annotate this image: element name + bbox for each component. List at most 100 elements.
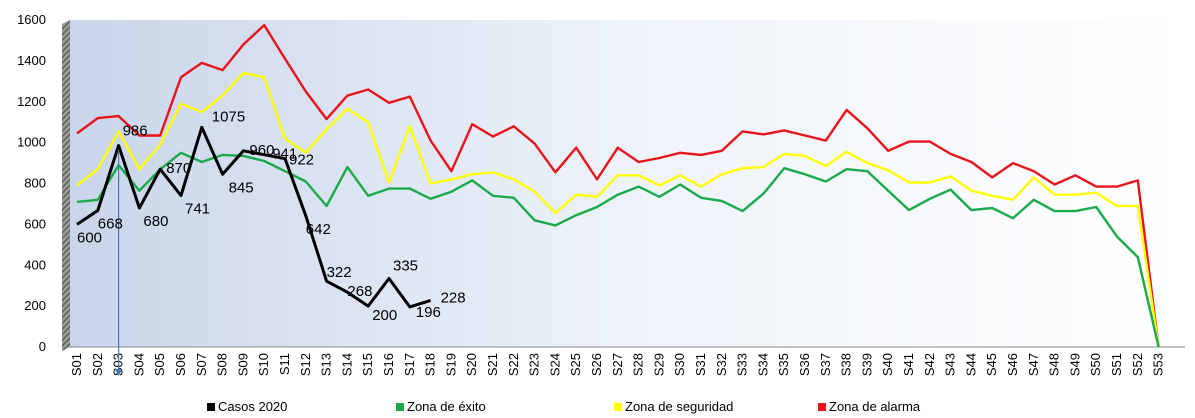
data-label: 986: [123, 122, 148, 139]
x-tick-label: S04: [131, 353, 146, 376]
x-tick-label: S14: [339, 353, 354, 376]
x-tick-label: S31: [693, 353, 708, 376]
legend-swatch: [207, 403, 215, 411]
x-tick-label: S50: [1088, 353, 1103, 376]
x-tick-label: S52: [1130, 353, 1145, 376]
data-label: 741: [185, 201, 210, 218]
x-tick-label: S20: [464, 353, 479, 376]
wall-hatch: [62, 20, 70, 351]
x-tick-label: S01: [69, 353, 84, 376]
x-tick-label: S21: [485, 353, 500, 376]
x-tick-label: S37: [818, 353, 833, 376]
legend-label: Zona de alarma: [829, 399, 921, 414]
y-tick-label: 1600: [17, 12, 46, 27]
x-tick-label: S12: [298, 353, 313, 376]
legend-label: Casos 2020: [218, 399, 287, 414]
data-label: 322: [327, 264, 352, 281]
data-label: 870: [166, 160, 191, 177]
x-axis: S01S02S03S04S05S06S07S08S09S10S11S12S13S…: [69, 353, 1166, 376]
x-tick-label: S06: [173, 353, 188, 376]
x-tick-label: S36: [797, 353, 812, 376]
y-tick-label: 400: [24, 257, 46, 272]
x-tick-label: S29: [651, 353, 666, 376]
x-tick-label: S07: [194, 353, 209, 376]
data-label: 200: [372, 307, 397, 324]
data-label: 680: [143, 213, 168, 230]
x-tick-label: S34: [755, 353, 770, 376]
data-label: 845: [229, 179, 254, 196]
x-tick-label: S30: [672, 353, 687, 376]
y-tick-label: 800: [24, 176, 46, 191]
data-label: 642: [306, 221, 331, 238]
x-tick-label: S08: [215, 353, 230, 376]
y-tick-label: 200: [24, 298, 46, 313]
x-tick-label: S15: [360, 353, 375, 376]
y-tick-label: 1400: [17, 53, 46, 68]
y-tick-label: 1000: [17, 135, 46, 150]
x-tick-label: S41: [901, 353, 916, 376]
legend-label: Zona de éxito: [407, 399, 486, 414]
x-tick-label: S13: [319, 353, 334, 376]
x-tick-label: S05: [152, 353, 167, 376]
data-label: 941: [272, 146, 297, 163]
data-label: 228: [441, 289, 466, 306]
x-tick-label: S45: [984, 353, 999, 376]
x-tick-label: S24: [547, 353, 562, 376]
x-tick-label: S19: [443, 353, 458, 376]
data-label: 922: [289, 152, 314, 169]
data-label: 335: [393, 258, 418, 275]
y-tick-label: 600: [24, 216, 46, 231]
y-tick-label: 0: [39, 339, 46, 354]
legend-label: Zona de seguridad: [625, 399, 733, 414]
data-label: 196: [416, 304, 441, 321]
data-label: 1075: [212, 108, 245, 125]
x-tick-label: S46: [1005, 353, 1020, 376]
legend: Casos 2020 Zona de éxito Zona de seguridad…: [207, 399, 921, 414]
x-tick-label: S33: [735, 353, 750, 376]
x-tick-label: S02: [90, 353, 105, 376]
series-line-zona-de-seguridad: [76, 71, 1160, 348]
x-tick-label: S26: [589, 353, 604, 376]
series-line-zona-de-xito: [76, 151, 1160, 348]
marker-arrowhead: [114, 369, 123, 376]
x-tick-label: S39: [859, 353, 874, 376]
x-tick-label: S43: [943, 353, 958, 376]
x-tick-label: S48: [1047, 353, 1062, 376]
data-label: 668: [98, 215, 123, 232]
x-tick-label: S38: [839, 353, 854, 376]
legend-swatch: [818, 403, 826, 411]
legend-swatch: [396, 403, 404, 411]
data-label: 960: [249, 142, 274, 159]
x-tick-label: S27: [610, 353, 625, 376]
x-tick-label: S42: [922, 353, 937, 376]
x-tick-label: S49: [1067, 353, 1082, 376]
x-tick-label: S35: [776, 353, 791, 376]
data-label: 600: [77, 229, 102, 246]
x-tick-label: S32: [714, 353, 729, 376]
x-tick-label: S51: [1109, 353, 1124, 376]
legend-swatch: [614, 403, 622, 411]
x-tick-label: S16: [381, 353, 396, 376]
data-label: 268: [347, 283, 372, 300]
x-tick-label: S18: [423, 353, 438, 376]
x-tick-label: S23: [527, 353, 542, 376]
y-tick-label: 1200: [17, 94, 46, 109]
x-tick-label: S40: [880, 353, 895, 376]
y-axis: 0 200 400 600 800 1000 1200 1400 1600: [17, 12, 46, 354]
x-tick-label: S09: [235, 353, 250, 376]
week-marker: [114, 149, 123, 376]
x-tick-label: S17: [402, 353, 417, 376]
x-tick-label: S44: [963, 353, 978, 376]
x-tick-label: S10: [256, 353, 271, 376]
series-line-zona-de-alarma: [76, 23, 1160, 348]
x-tick-label: S22: [506, 353, 521, 376]
series-line-casos-2020: [76, 125, 432, 309]
x-tick-label: S25: [568, 353, 583, 376]
series-layer: [76, 23, 1160, 348]
x-tick-label: S11: [277, 353, 292, 375]
x-tick-label: S53: [1151, 353, 1166, 376]
x-tick-label: S47: [1026, 353, 1041, 376]
x-tick-label: S28: [631, 353, 646, 376]
